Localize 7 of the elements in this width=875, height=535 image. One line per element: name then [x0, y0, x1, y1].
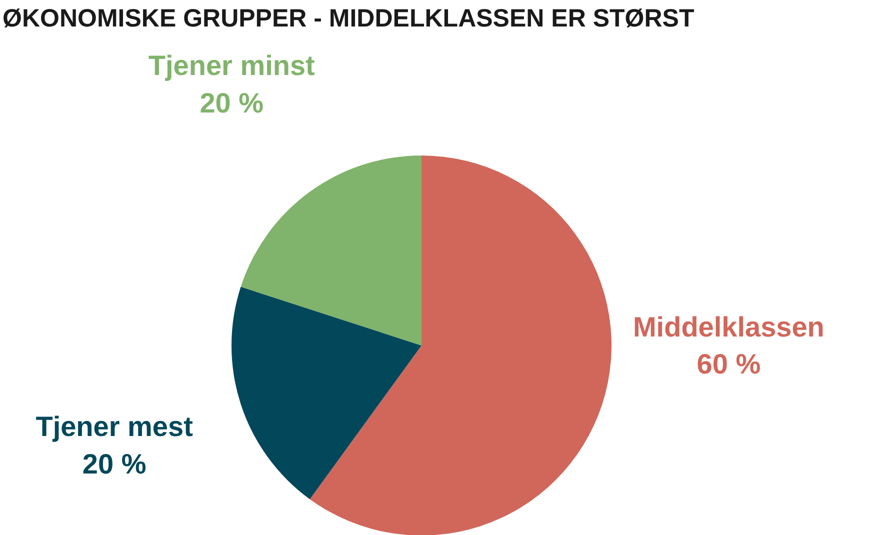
slice-label: Tjener minst	[148, 50, 315, 82]
slice-label: Middelklassen	[632, 311, 824, 342]
data-label: 20 %	[200, 87, 264, 118]
slice-label: Tjener mest	[36, 411, 193, 442]
data-label: 20 %	[82, 448, 146, 480]
data-label: 60 %	[696, 348, 761, 380]
chart-title: ØKONOMISKE GRUPPER - MIDDELKLASSEN ER STØRST	[2, 4, 694, 32]
